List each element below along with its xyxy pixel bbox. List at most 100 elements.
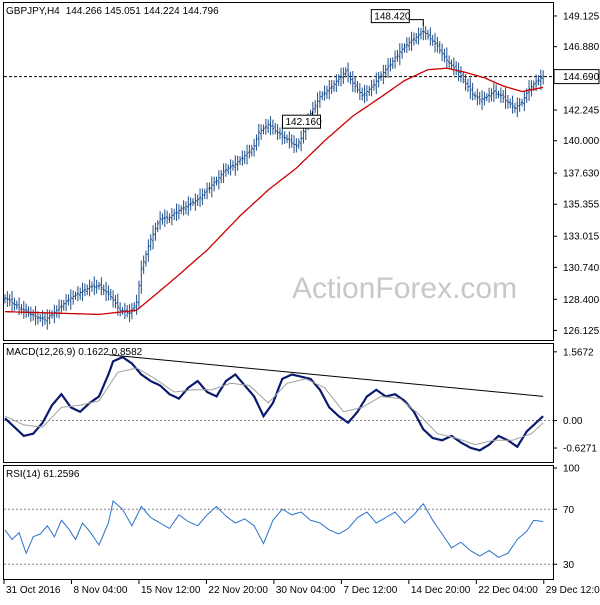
macd-trendline: [108, 354, 544, 397]
candle: [236, 155, 239, 171]
time-tick-label: 15 Nov 12:00: [141, 585, 201, 596]
candle: [447, 55, 451, 70]
candle: [147, 239, 150, 262]
candle: [201, 188, 204, 205]
candle: [295, 138, 298, 153]
price-tick-label: 135.355: [563, 200, 600, 211]
candle: [57, 299, 61, 319]
candle: [368, 85, 371, 96]
candle: [344, 67, 347, 78]
candle: [297, 138, 300, 149]
candle: [67, 294, 70, 306]
candle: [391, 57, 394, 70]
candle: [520, 98, 524, 107]
candle: [363, 84, 366, 104]
time-tick-label: 22 Dec 04:00: [478, 585, 538, 596]
candle: [276, 124, 279, 140]
candle: [494, 84, 498, 100]
candle: [10, 290, 14, 312]
candle: [173, 208, 176, 221]
candle: [29, 306, 33, 322]
macd-panel-border: [3, 343, 554, 463]
time-tick-label: 31 Oct 2016: [6, 585, 61, 596]
candle: [208, 182, 211, 194]
annotation-label: 148.420: [374, 12, 411, 23]
candle: [74, 291, 77, 300]
candle: [438, 40, 441, 54]
candle: [135, 294, 138, 315]
annotation-leader: [409, 19, 424, 26]
candle: [79, 287, 82, 300]
candle: [90, 281, 94, 292]
candle: [365, 85, 369, 102]
candle: [269, 116, 272, 136]
candle: [245, 144, 249, 165]
price-tick-label: 130.740: [563, 263, 600, 274]
candle: [478, 91, 481, 105]
watermark-text: ActionForex.com: [292, 272, 517, 305]
price-panel: 149.125 146.880 142.245 140.000 137.630 135.3…: [3, 9, 600, 337]
rsi-panel: 100 70 30: [4, 464, 580, 571]
candle: [490, 88, 493, 102]
candle: [100, 277, 103, 296]
candle: [509, 98, 512, 109]
candle: [184, 201, 188, 215]
price-tick-label: 142.245: [563, 106, 600, 117]
candle: [262, 124, 265, 135]
rsi-tick-label: 100: [563, 464, 580, 475]
candle: [248, 144, 251, 159]
candle: [220, 169, 223, 184]
candle: [429, 27, 432, 46]
symbol-label: GBPJPY,H4: [6, 6, 60, 17]
ohlc-label: 144.266 145.051 144.224 144.796: [66, 6, 219, 17]
candle: [187, 196, 190, 216]
candle: [353, 76, 357, 93]
candle: [182, 200, 185, 216]
candle: [64, 294, 68, 312]
candle: [118, 302, 122, 317]
time-tick-label: 14 Dec 20:00: [411, 585, 471, 596]
candle: [107, 285, 110, 301]
time-tick-label: 29 Dec 12:00: [546, 585, 600, 596]
candle: [151, 225, 155, 250]
candle: [278, 127, 282, 140]
candle: [511, 95, 514, 114]
rsi-panel-border: [3, 465, 554, 580]
candle: [22, 300, 25, 319]
candle: [485, 93, 488, 102]
candle: [403, 43, 406, 53]
rsi-title: RSI(14) 61.2596: [6, 469, 80, 480]
candle: [3, 294, 7, 304]
candle: [210, 176, 213, 198]
current-price-label: 144.690: [563, 72, 600, 83]
candle: [180, 205, 183, 215]
candle: [440, 43, 444, 62]
candle: [149, 234, 152, 251]
candle: [53, 304, 56, 324]
candle: [156, 220, 159, 233]
candle: [318, 90, 322, 108]
candle: [384, 64, 387, 78]
candle: [466, 78, 470, 92]
candle: [419, 28, 423, 40]
candle: [252, 138, 256, 157]
candle: [497, 90, 500, 99]
candle: [450, 59, 453, 70]
candle: [194, 193, 197, 211]
macd-title: MACD(12,26,9) 0.1622 0.8582: [6, 347, 143, 358]
candle: [426, 29, 430, 40]
candle: [165, 210, 169, 224]
candle: [198, 188, 202, 208]
candle: [339, 67, 343, 87]
candle: [111, 290, 115, 308]
price-tick-label: 146.880: [563, 42, 600, 53]
candle: [537, 75, 540, 86]
time-tick-label: 7 Dec 12:00: [343, 585, 397, 596]
candle: [93, 276, 96, 296]
candle: [128, 304, 131, 323]
candle: [8, 294, 11, 307]
candle: [417, 27, 420, 45]
annotation-box: [282, 114, 321, 129]
candle: [48, 309, 51, 325]
candle: [492, 82, 495, 103]
